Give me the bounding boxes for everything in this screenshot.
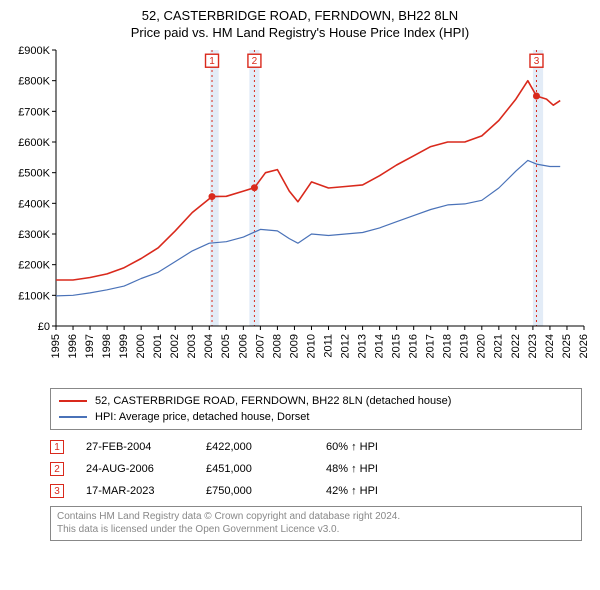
svg-text:2007: 2007 (254, 334, 266, 358)
svg-text:2010: 2010 (305, 334, 317, 358)
title-block: 52, CASTERBRIDGE ROAD, FERNDOWN, BH22 8L… (10, 8, 590, 40)
chart-plot: £0 £100K £200K £300K £400K £500K £600K £700K £80… (10, 44, 590, 384)
legend-label: HPI: Average price, detached house, Dors… (95, 411, 309, 423)
svg-text:1998: 1998 (101, 334, 113, 358)
svg-text:£500K: £500K (18, 168, 50, 180)
svg-text:2: 2 (252, 56, 258, 67)
svg-text:£600K: £600K (18, 137, 50, 149)
event-delta: 48% ↑ HPI (326, 463, 378, 475)
svg-text:2015: 2015 (391, 334, 403, 358)
svg-text:2001: 2001 (152, 334, 164, 358)
svg-text:£200K: £200K (18, 260, 50, 272)
legend-swatch (59, 416, 87, 418)
svg-text:£300K: £300K (18, 229, 50, 241)
event-marker-icon: 2 (50, 462, 64, 476)
svg-text:2013: 2013 (356, 334, 368, 358)
svg-text:2000: 2000 (135, 334, 147, 358)
event-row: 2 24-AUG-2006 £451,000 48% ↑ HPI (50, 458, 582, 480)
svg-text:2006: 2006 (237, 334, 249, 358)
svg-text:2024: 2024 (544, 334, 556, 358)
svg-text:2008: 2008 (271, 334, 283, 358)
svg-text:£100K: £100K (18, 290, 50, 302)
svg-text:2023: 2023 (527, 334, 539, 358)
svg-text:£700K: £700K (18, 106, 50, 118)
svg-text:2005: 2005 (220, 334, 232, 358)
attribution-line: This data is licensed under the Open Gov… (57, 523, 575, 536)
svg-text:1999: 1999 (118, 334, 130, 358)
event-marker-icon: 3 (50, 484, 64, 498)
legend-label: 52, CASTERBRIDGE ROAD, FERNDOWN, BH22 8L… (95, 395, 451, 407)
svg-text:2020: 2020 (476, 334, 488, 358)
events-table: 1 27-FEB-2004 £422,000 60% ↑ HPI 2 24-AU… (50, 436, 582, 502)
title-address: 52, CASTERBRIDGE ROAD, FERNDOWN, BH22 8L… (10, 8, 590, 23)
event-delta: 60% ↑ HPI (326, 441, 378, 453)
line-chart-svg: £0 £100K £200K £300K £400K £500K £600K £700K £80… (10, 44, 590, 384)
svg-text:2018: 2018 (442, 334, 454, 358)
legend-box: 52, CASTERBRIDGE ROAD, FERNDOWN, BH22 8L… (50, 388, 582, 430)
legend-swatch (59, 400, 87, 402)
svg-text:2017: 2017 (425, 334, 437, 358)
svg-text:1995: 1995 (50, 334, 62, 358)
title-subtitle: Price paid vs. HM Land Registry's House … (10, 25, 590, 40)
svg-text:1997: 1997 (84, 334, 96, 358)
svg-text:2009: 2009 (288, 334, 300, 358)
attribution-line: Contains HM Land Registry data © Crown c… (57, 510, 575, 523)
svg-text:2011: 2011 (322, 334, 334, 358)
svg-text:2002: 2002 (169, 334, 181, 358)
svg-text:2021: 2021 (493, 334, 505, 358)
svg-text:2019: 2019 (459, 334, 471, 358)
event-price: £750,000 (206, 485, 326, 497)
svg-text:2022: 2022 (510, 334, 522, 358)
svg-text:£0: £0 (38, 321, 50, 333)
attribution-box: Contains HM Land Registry data © Crown c… (50, 506, 582, 541)
svg-text:£900K: £900K (18, 45, 50, 57)
svg-text:2012: 2012 (339, 334, 351, 358)
svg-text:2004: 2004 (203, 334, 215, 358)
event-price: £451,000 (206, 463, 326, 475)
svg-text:3: 3 (534, 56, 540, 67)
legend-item-hpi: HPI: Average price, detached house, Dors… (59, 409, 573, 425)
svg-text:2003: 2003 (186, 334, 198, 358)
svg-text:1: 1 (209, 56, 215, 67)
legend-item-property: 52, CASTERBRIDGE ROAD, FERNDOWN, BH22 8L… (59, 393, 573, 409)
svg-text:2026: 2026 (578, 334, 590, 358)
event-date: 24-AUG-2006 (86, 463, 206, 475)
svg-text:2014: 2014 (374, 334, 386, 358)
event-price: £422,000 (206, 441, 326, 453)
event-date: 27-FEB-2004 (86, 441, 206, 453)
svg-text:£400K: £400K (18, 198, 50, 210)
svg-text:2025: 2025 (561, 334, 573, 358)
chart-container: 52, CASTERBRIDGE ROAD, FERNDOWN, BH22 8L… (0, 0, 600, 547)
svg-text:£800K: £800K (18, 76, 50, 88)
event-marker-icon: 1 (50, 440, 64, 454)
event-row: 1 27-FEB-2004 £422,000 60% ↑ HPI (50, 436, 582, 458)
svg-text:2016: 2016 (408, 334, 420, 358)
event-date: 17-MAR-2023 (86, 485, 206, 497)
svg-text:1996: 1996 (67, 334, 79, 358)
event-delta: 42% ↑ HPI (326, 485, 378, 497)
event-row: 3 17-MAR-2023 £750,000 42% ↑ HPI (50, 480, 582, 502)
